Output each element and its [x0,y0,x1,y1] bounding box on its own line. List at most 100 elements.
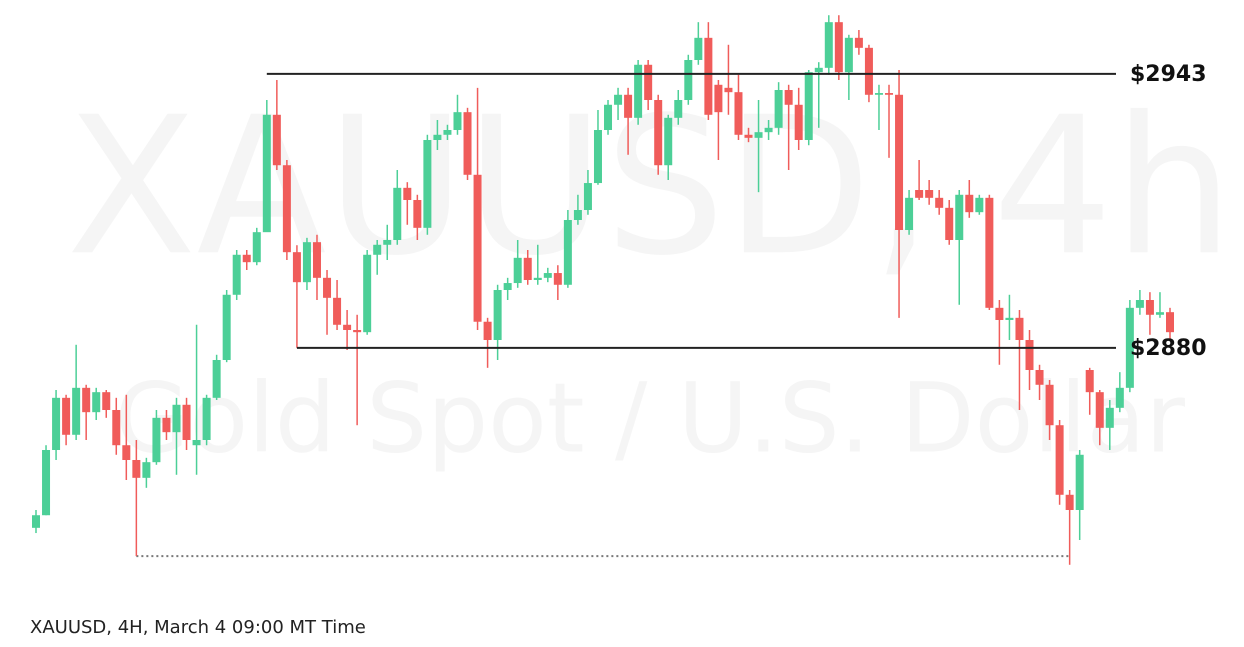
candle-body [493,290,502,340]
candle-body [132,460,141,478]
candle-body [252,232,261,263]
candle-body [624,94,633,118]
candle-body [92,392,101,413]
candle-body [614,94,623,105]
candle-body [794,104,803,140]
candle-body [864,47,873,95]
watermark: XAUUSD, 4h [66,76,1233,297]
candle-body [1005,317,1014,320]
candle-body [1145,300,1154,315]
candle-body [975,197,984,213]
candle-body [644,64,653,100]
candle-body [885,93,894,95]
candle-body [302,242,311,283]
candle-body [563,220,572,285]
candle-body [1085,370,1094,393]
candle-body [834,22,843,73]
candle-body [814,67,823,73]
candle-body [142,462,151,478]
candle-body [323,277,332,298]
candle-body [182,404,191,440]
candle-body [523,257,532,280]
candle-body [634,64,643,118]
candle-body [52,397,61,450]
candle-body [714,84,723,113]
candle-body [403,187,412,200]
candle-body [915,190,924,198]
candle-body [604,104,613,130]
candle-body [694,37,703,60]
candle-body [162,417,171,433]
candle-body [1065,494,1074,510]
candle-body [413,200,422,228]
candle-body [423,140,432,228]
candle-body [925,190,934,198]
candle-body [122,445,131,460]
candle-body [483,321,492,340]
candle-body [764,127,773,133]
candle-body [854,37,863,48]
candle-body [503,283,512,290]
candle-body [754,132,763,138]
candle-body [774,90,783,128]
candle-body [704,37,713,115]
candle-body [102,392,111,410]
candle-body [654,100,663,166]
candle-body [1075,454,1084,510]
candle-body [312,242,321,278]
candle-body [734,92,743,135]
candle-body [905,197,914,230]
candle-body [152,417,161,463]
candle-body [1095,392,1104,428]
candle-body [844,37,853,73]
candle-body [1015,317,1024,340]
watermark-subtitle: Gold Spot / U.S. Dollar [115,362,1185,474]
candle-body [1025,340,1034,370]
candle-body [353,330,362,333]
candle-body [212,360,221,398]
candle-body [513,257,522,284]
caption: XAUUSD, 4H, March 4 09:00 MT Time [30,617,366,638]
candle-body [1055,425,1064,495]
candle-body [242,254,251,263]
candle-body [453,112,462,130]
candle-body [684,60,693,100]
candle-body [82,387,91,413]
candle-body [583,183,592,210]
candle-body [62,397,71,435]
candle-body [724,87,733,93]
candle-body [262,114,271,233]
candle-body [343,324,352,330]
candle-body [443,130,452,135]
candle-body [473,174,482,322]
candle-body [824,22,833,68]
candle-body [222,294,231,360]
candle-body [172,404,181,433]
candle-body [32,515,40,528]
candle-body [945,207,954,240]
candle-body [1125,307,1134,388]
candle-body [42,450,51,516]
candle-body [955,194,964,240]
candle-body [543,273,552,278]
candle-body [1045,384,1054,426]
candle-body [874,93,883,95]
candle-body [292,252,301,283]
candle-body [1115,387,1124,408]
candle-body [282,165,291,253]
candle-body [112,410,121,446]
candle-body [373,244,382,255]
candle-body [804,72,813,140]
candle-body [72,387,81,435]
candle-body [232,254,241,295]
candle-body [744,134,753,138]
candle-body [192,440,201,446]
candle-body [935,197,944,208]
candle-body [784,90,793,105]
candle-body [202,397,211,440]
candle-body [1035,370,1044,385]
candle-body [433,134,442,140]
candle-body [463,112,472,175]
candle-body [664,117,673,166]
